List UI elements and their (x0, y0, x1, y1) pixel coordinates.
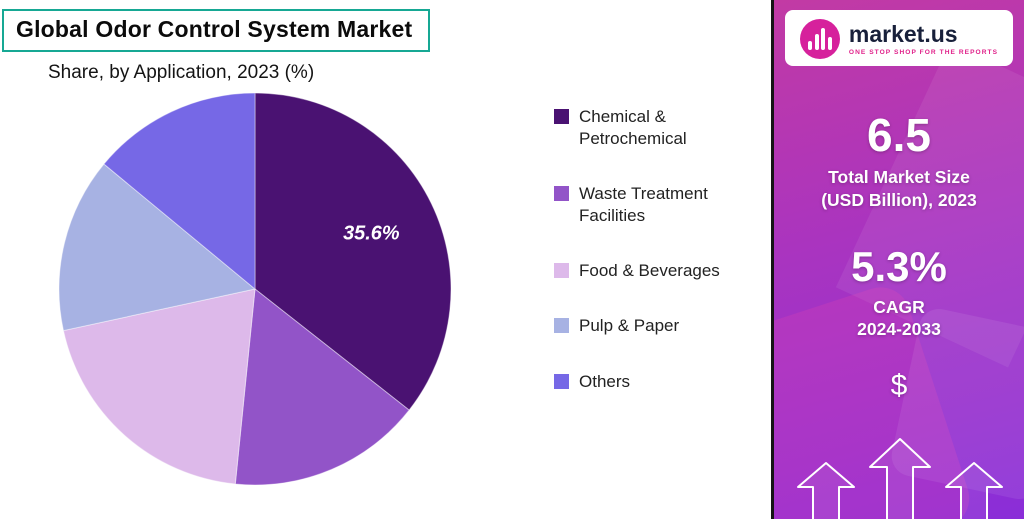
brand-tagline: ONE STOP SHOP FOR THE REPORTS (848, 48, 999, 56)
marketus-logo: market.us ONE STOP SHOP FOR THE REPORTS (785, 10, 1013, 66)
panel-content: market.us ONE STOP SHOP FOR THE REPORTS … (774, 10, 1024, 519)
pie-slice-4 (103, 92, 256, 291)
chart-panel: Global Odor Control System Market Share,… (2, 9, 759, 486)
up-arrow-icon (869, 438, 931, 519)
legend-label: Pulp & Paper (579, 316, 680, 336)
market-size-label: Total Market Size (USD Billion), 2023 (774, 166, 1024, 212)
legend-swatch (554, 318, 569, 334)
pie-slice-1 (234, 288, 410, 486)
cagr-label-line1: CAGR (873, 296, 925, 317)
pie-slice-2 (62, 288, 256, 485)
legend-swatch (554, 186, 569, 202)
brand-side-panel: market.us ONE STOP SHOP FOR THE REPORTS … (771, 0, 1024, 519)
legend-item-1: Waste Treatment Facilities (554, 183, 759, 227)
legend-swatch (554, 263, 569, 279)
legend-label: Food & Beverages (579, 261, 720, 281)
market-size-label-line1: Total Market Size (828, 167, 970, 187)
legend-swatch (554, 109, 569, 124)
chart-legend: Chemical & Petrochemical Waste Treatment … (554, 106, 759, 393)
legend-label: Chemical & Petrochemical (579, 107, 687, 149)
legend-item-0: Chemical & Petrochemical (554, 106, 759, 150)
pie-chart: 35.6% (58, 92, 452, 486)
brand-text-block: market.us ONE STOP SHOP FOR THE REPORTS (848, 20, 999, 56)
pie-data-label: 35.6% (343, 222, 400, 244)
pie-slice-0 (254, 92, 452, 411)
legend-label: Others (579, 371, 631, 391)
cagr-value: 5.3% (851, 242, 947, 290)
market-size-label-line2: (USD Billion), 2023 (821, 189, 977, 210)
chart-subtitle: Share, by Application, 2023 (%) (48, 62, 315, 83)
up-arrow-icon (797, 462, 855, 519)
legend-item-4: Others (554, 371, 759, 393)
dollar-icon: $ (890, 369, 908, 402)
chart-title: Global Odor Control System Market (2, 9, 431, 52)
market-size-value: 6.5 (867, 109, 931, 161)
stat-market-size: 6.5 Total Market Size (USD Billion), 202… (774, 112, 1024, 212)
legend-swatch (554, 373, 569, 389)
legend-item-2: Food & Beverages (554, 260, 759, 282)
legend-item-3: Pulp & Paper (554, 315, 759, 337)
marketus-logo-icon (799, 19, 840, 59)
stat-cagr: 5.3% CAGR 2024-2033 (774, 242, 1024, 342)
pie-slice-3 (58, 163, 257, 332)
growth-arrows-icon (797, 438, 1003, 519)
brand-name: market.us (848, 20, 958, 47)
cagr-label-line2: 2024-2033 (857, 319, 941, 340)
cagr-label: CAGR 2024-2033 (774, 296, 1024, 342)
legend-label: Waste Treatment Facilities (579, 184, 708, 226)
up-arrow-icon (945, 462, 1003, 519)
